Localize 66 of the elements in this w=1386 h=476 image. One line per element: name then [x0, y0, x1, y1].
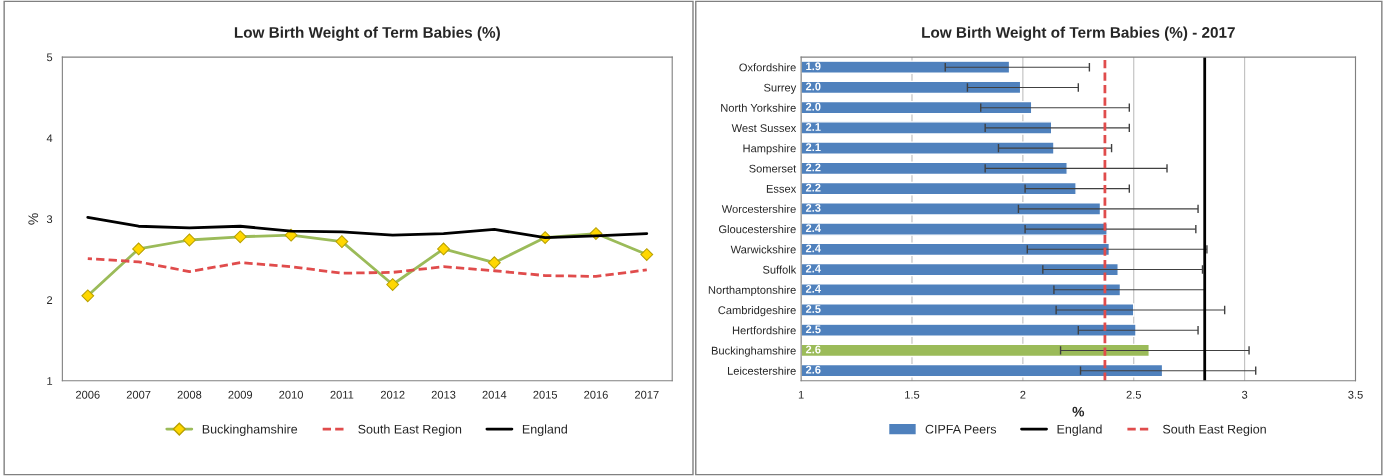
y-tick-label: 3	[46, 215, 53, 224]
x-tick-label: 1	[798, 390, 804, 399]
legend-label: South East Region	[1162, 424, 1266, 437]
x-tick-label: 2013	[431, 390, 456, 399]
chart-title: Low Birth Weight of Term Babies (%)	[234, 26, 500, 41]
x-tick-label: 2010	[279, 390, 303, 399]
legend-label: England	[1057, 424, 1102, 437]
data-label: 2.4	[805, 264, 821, 273]
data-label: 1.9	[806, 62, 821, 71]
y-tick-label: Oxfordshire	[739, 63, 796, 72]
data-label: 2.5	[805, 325, 821, 334]
y-axis-title: %	[28, 213, 39, 225]
y-tick-label: 4	[46, 134, 53, 143]
y-tick-label: North Yorkshire	[721, 103, 796, 112]
y-tick-label: Somerset	[749, 164, 797, 173]
y-tick-label: Buckinghamshire	[711, 346, 796, 357]
x-tick-label: 2015	[533, 390, 558, 399]
x-axis-title: %	[1072, 406, 1085, 417]
y-tick-label: Warwickshire	[730, 245, 796, 254]
data-label: 2.5	[805, 305, 821, 313]
legend-label: South East Region	[358, 424, 462, 437]
y-tick-label: Suffolk	[762, 265, 797, 274]
data-label: 2.1	[805, 143, 821, 152]
y-tick-label: Cambridgeshire	[718, 305, 796, 317]
legend-label: CIPFA Peers	[925, 424, 997, 434]
data-label: 2.2	[805, 163, 821, 172]
line-series	[86, 257, 649, 278]
data-label: 2.4	[805, 284, 821, 293]
x-tick-label: 2	[1020, 390, 1026, 399]
data-label: 2.6	[805, 345, 821, 354]
data-label: 2.2	[805, 183, 821, 192]
chart-title: Low Birth Weight of Term Babies (%) - 2017	[922, 26, 1235, 41]
y-tick-label: Surrey	[764, 83, 797, 94]
data-label: 2.3	[805, 203, 821, 212]
y-tick-label: Hertfordshire	[732, 326, 796, 335]
x-tick-label: 2009	[228, 390, 253, 399]
y-tick-label: Northamptonshire	[708, 285, 796, 297]
y-tick-label: 5	[46, 53, 53, 62]
x-tick-label: 2014	[482, 390, 507, 399]
x-tick-label: 1.5	[905, 390, 920, 399]
x-tick-label: 2012	[380, 390, 405, 399]
y-tick-label: West Sussex	[731, 124, 797, 133]
x-tick-label: 2016	[584, 390, 608, 399]
data-label: 2.1	[805, 123, 821, 131]
x-tick-label: 2.5	[1126, 390, 1142, 399]
x-tick-label: 2017	[635, 390, 659, 399]
y-tick-label: Essex	[766, 185, 797, 193]
legend-label: England	[522, 424, 567, 437]
legend-label: Buckinghamshire	[202, 424, 298, 437]
data-label: 2.0	[805, 102, 821, 111]
x-tick-label: 3.5	[1348, 390, 1363, 399]
y-tick-label: Gloucestershire	[719, 225, 796, 234]
y-tick-label: Worcestershire	[721, 204, 796, 213]
data-label: 2.0	[805, 82, 821, 91]
y-tick-label: Hampshire	[743, 144, 796, 155]
x-tick-label: 2008	[177, 390, 202, 399]
y-tick-label: Leicestershire	[728, 366, 796, 375]
data-label: 2.4	[805, 244, 821, 253]
x-tick-label: 3	[1241, 390, 1248, 399]
y-tick-label: 2	[47, 296, 53, 304]
data-label: 2.6	[805, 365, 821, 374]
data-label: 2.4	[805, 224, 821, 232]
y-tick-label: 1	[47, 377, 53, 385]
x-tick-label: 2006	[75, 390, 100, 399]
x-tick-label: 2007	[126, 390, 151, 399]
x-tick-label: 2011	[330, 390, 354, 399]
